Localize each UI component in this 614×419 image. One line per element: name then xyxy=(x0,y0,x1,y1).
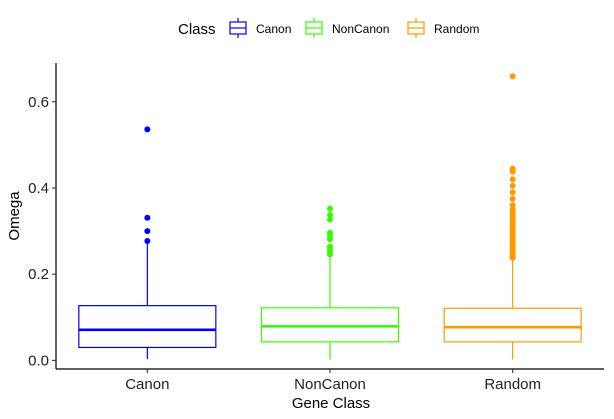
box-rect-random xyxy=(443,307,582,343)
outlier-point xyxy=(144,126,151,133)
box-rect-canon xyxy=(78,305,217,349)
x-tick-label: Canon xyxy=(125,376,169,393)
y-tick-label: 0.4 xyxy=(28,180,49,197)
outlier-point xyxy=(509,254,516,261)
legend-item-noncanon: NonCanon xyxy=(305,18,389,38)
outlier-point xyxy=(509,182,516,189)
y-axis-title: Omega xyxy=(6,191,23,241)
outlier-point xyxy=(327,251,333,258)
box-noncanon xyxy=(260,205,400,360)
x-axis-title: Gene Class xyxy=(292,395,370,412)
outlier-point xyxy=(509,168,516,175)
box-random xyxy=(443,73,582,360)
y-tick-label: 0.6 xyxy=(28,94,49,111)
y-tick-label: 0.0 xyxy=(28,352,49,369)
legend-item-random: Random xyxy=(407,18,479,38)
legend-title: Class xyxy=(178,21,216,38)
outlier-point xyxy=(327,236,333,243)
outlier-point xyxy=(144,214,151,221)
x-tick-label: Random xyxy=(484,376,541,393)
plot-area: 0.0 0.2 0.4 0.6 Canon NonCanon Random xyxy=(28,63,604,393)
legend: Class Canon NonCanon Random xyxy=(178,18,479,38)
outlier-point xyxy=(144,237,151,244)
outlier-point xyxy=(327,211,333,218)
y-tick-label: 0.2 xyxy=(28,266,49,283)
x-tick-label: NonCanon xyxy=(294,376,366,393)
outlier-point xyxy=(509,202,516,209)
outlier-point xyxy=(509,189,516,196)
outlier-point xyxy=(327,216,333,223)
outlier-point xyxy=(327,205,333,212)
outlier-point xyxy=(509,195,516,202)
legend-label-canon: Canon xyxy=(256,22,291,36)
box-canon xyxy=(78,126,217,360)
legend-label-random: Random xyxy=(434,22,479,36)
legend-label-noncanon: NonCanon xyxy=(332,22,389,36)
box-rect-noncanon xyxy=(260,307,400,343)
outlier-point xyxy=(509,176,516,183)
legend-item-canon: Canon xyxy=(229,18,291,38)
outlier-point xyxy=(509,73,516,80)
outlier-point xyxy=(144,228,151,235)
